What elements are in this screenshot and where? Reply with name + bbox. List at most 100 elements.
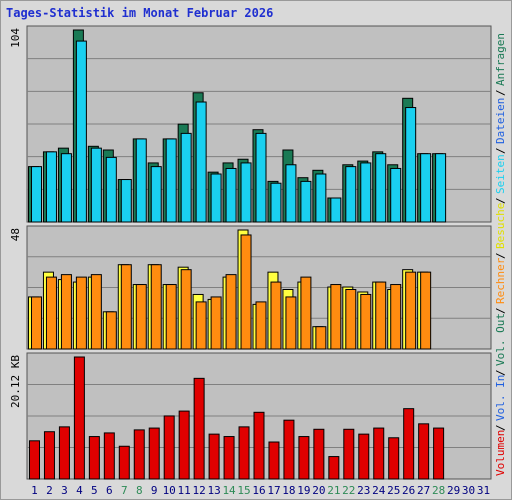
x-tick-label-24: 24 [372,484,386,497]
legend-sep: / [494,147,507,154]
bar-rechner-day-23 [360,293,372,350]
bar-rechner-day-12 [195,301,207,350]
y-max-label: 48 [9,228,22,241]
x-tick-label-25: 25 [387,484,400,497]
bar-rechner-day-8 [135,284,147,350]
x-tick-label-1: 1 [31,484,38,497]
bar-dateien-day-9 [150,166,162,223]
bar-volumen-day-19 [298,436,310,480]
bar-volumen-day-10 [163,415,175,480]
x-tick-label-8: 8 [136,484,143,497]
bar-dateien-day-16 [255,132,267,223]
plot-panels [26,25,492,480]
bar-volumen-day-23 [358,433,370,480]
bar-volumen-day-28 [433,427,445,480]
bar-dateien-day-22 [345,166,357,223]
legend-vol-in: Vol. In [494,375,507,421]
bar-dateien-day-3 [60,153,72,223]
bar-volumen-day-27 [418,423,430,480]
bar-dateien-day-17 [270,182,282,223]
bar-volumen-day-12 [193,377,205,480]
bar-rechner-day-11 [180,269,192,350]
y-max-label: 20.12 KB [9,355,22,408]
bar-rechner-day-4 [75,276,87,350]
bar-rechner-day-22 [345,289,357,350]
x-tick-label-7: 7 [121,484,128,497]
bar-volumen-day-22 [343,428,355,480]
x-tick-label-6: 6 [106,484,113,497]
bar-dateien-day-1 [30,166,42,223]
legend-vol-out: Vol. Out [494,313,507,366]
x-tick-label-11: 11 [178,484,191,497]
bar-dateien-day-7 [120,179,132,223]
bar-volumen-day-24 [373,427,385,480]
x-tick-label-23: 23 [357,484,370,497]
bar-rechner-day-14 [225,274,237,350]
bar-volumen-day-4 [73,356,85,480]
bar-volumen-day-26 [403,408,415,480]
bar-rechner-day-20 [315,326,327,350]
x-tick-label-4: 4 [76,484,83,497]
x-tick-label-19: 19 [297,484,310,497]
bar-dateien-day-6 [105,156,117,223]
bar-rechner-day-16 [255,301,267,350]
bar-rechner-day-7 [120,264,132,350]
x-tick-label-10: 10 [163,484,176,497]
bar-dateien-day-8 [135,138,147,223]
bar-volumen-day-5 [88,436,100,480]
bars [27,29,447,480]
x-tick-label-26: 26 [402,484,415,497]
bar-dateien-day-11 [180,132,192,223]
x-tick-label-9: 9 [151,484,158,497]
bar-dateien-day-15 [240,162,252,223]
bar-volumen-day-2 [43,431,55,480]
x-tick-label-27: 27 [417,484,430,497]
x-tick-label-18: 18 [282,484,295,497]
bar-dateien-day-5 [90,147,102,223]
bar-dateien-day-18 [285,164,297,223]
x-tick-label-13: 13 [207,484,220,497]
legend-rechner: Rechner [494,257,507,304]
legend-sep: / [494,369,507,376]
bar-rechner-day-27 [420,271,432,350]
bar-rechner-day-3 [60,274,72,350]
bar-rechner-day-6 [105,311,117,350]
bar-dateien-day-4 [75,40,87,223]
x-tick-label-5: 5 [91,484,98,497]
axis-labels: 104 48 20.12 KB [9,28,22,408]
bar-rechner-day-25 [390,284,402,350]
bar-rechner-day-2 [45,276,57,350]
chart-title: Tages-Statistik im Monat Februar 2026 [6,6,274,20]
bar-dateien-day-12 [195,101,207,223]
bar-volumen-day-3 [58,426,70,480]
legend-sep: / [494,197,507,204]
bar-dateien-day-13 [210,173,222,223]
bar-rechner-day-24 [375,281,387,350]
bar-dateien-day-25 [390,167,402,223]
legend-anfragen: Anfragen [494,33,507,86]
bar-volumen-day-21 [328,456,340,480]
legend-sep: / [494,89,507,96]
legend-besuche: Besuche [494,203,507,249]
bar-rechner-day-26 [405,271,417,350]
bar-volumen-day-9 [148,427,160,480]
bar-rechner-day-5 [90,274,102,350]
bar-volumen-day-11 [178,410,190,480]
legend-volumen: Volumen [494,430,507,476]
bar-rechner-day-1 [30,296,42,350]
bar-dateien-day-20 [315,173,327,223]
bar-dateien-day-2 [45,151,57,223]
legend-sep: / [494,307,507,314]
x-tick-label-31: 31 [477,484,490,497]
bar-rechner-day-17 [270,281,282,350]
bar-rechner-day-10 [165,284,177,350]
legend: Volumen / Vol. In / Vol. Out / Rechner /… [494,33,507,476]
x-tick-label-30: 30 [462,484,475,497]
bar-volumen-day-6 [103,432,115,480]
bar-dateien-day-19 [300,180,312,223]
bar-volumen-day-7 [118,445,130,480]
bar-dateien-day-26 [405,107,417,223]
y-max-label: 104 [9,28,22,48]
